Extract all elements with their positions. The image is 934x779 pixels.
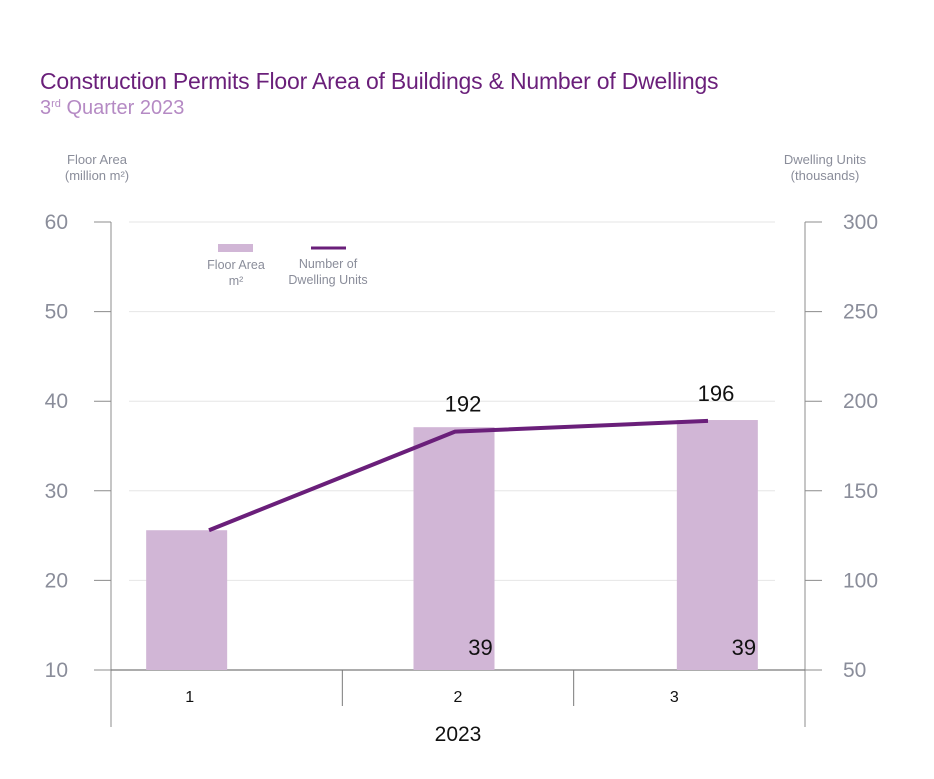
legend: Floor Area m² Number of Dwelling Units <box>207 244 368 288</box>
chart-subtitle: 3rd Quarter 2023 <box>40 97 184 120</box>
left-axis-title-line1: Floor Area <box>67 152 127 167</box>
legend-dwelling-line1: Number of <box>299 257 358 271</box>
right-axis-tick-label: 250 <box>843 301 878 324</box>
line-series <box>208 418 709 533</box>
x-axis-group-label: 2023 <box>435 723 482 746</box>
subtitle-ordinal: rd <box>51 98 61 110</box>
bar <box>413 427 495 670</box>
left-axis-tick-label: 50 <box>45 301 68 324</box>
legend-floor-area-line1: Floor Area <box>207 258 265 272</box>
line-data-label: 192 <box>445 392 482 417</box>
left-axis-tick-label: 40 <box>45 390 68 413</box>
bar-series <box>146 420 758 670</box>
subtitle-number: 3 <box>40 97 52 119</box>
x-axis-category-label: 2 <box>454 689 463 706</box>
line-data-label: 196 <box>698 381 735 406</box>
right-axis-title: Dwelling Units (thousands) <box>775 152 875 184</box>
x-axis-category-label: 1 <box>185 689 194 706</box>
left-axis-title: Floor Area (million m²) <box>57 152 137 184</box>
right-axis-tick-label: 100 <box>843 569 878 592</box>
right-axis-title-line2: (thousands) <box>790 168 860 183</box>
right-axis-tick-label: 50 <box>843 659 866 682</box>
bar-data-label: 39 <box>468 635 492 660</box>
left-axis-title-line2: (million m²) <box>64 168 130 183</box>
bar <box>676 420 758 670</box>
right-axis-tick-label: 150 <box>843 480 878 503</box>
subtitle-rest: Quarter 2023 <box>60 97 185 119</box>
bar-data-label: 39 <box>732 635 756 660</box>
left-axis-tick-label: 30 <box>45 480 68 503</box>
right-axis-tick-label: 200 <box>843 390 878 413</box>
left-axis-tick-label: 20 <box>45 569 68 592</box>
data-labels: 39 39 192 196 <box>445 381 756 660</box>
legend-dwelling-line2: Dwelling Units <box>288 273 367 287</box>
chart-title: Construction Permits Floor Area of Build… <box>40 68 719 94</box>
axes: 10 20 30 40 50 60 50 100 150 200 250 300 1 2 3 <box>45 211 878 727</box>
bar <box>146 530 228 670</box>
left-axis-tick-label: 60 <box>45 211 68 234</box>
right-axis-tick-label: 300 <box>843 211 878 234</box>
left-axis-tick-label: 10 <box>45 659 68 682</box>
legend-swatch-floor-area <box>218 244 253 252</box>
x-axis-category-label: 3 <box>670 689 679 706</box>
right-axis-title-line1: Dwelling Units <box>783 152 867 167</box>
legend-floor-area-line2: m² <box>229 274 244 288</box>
